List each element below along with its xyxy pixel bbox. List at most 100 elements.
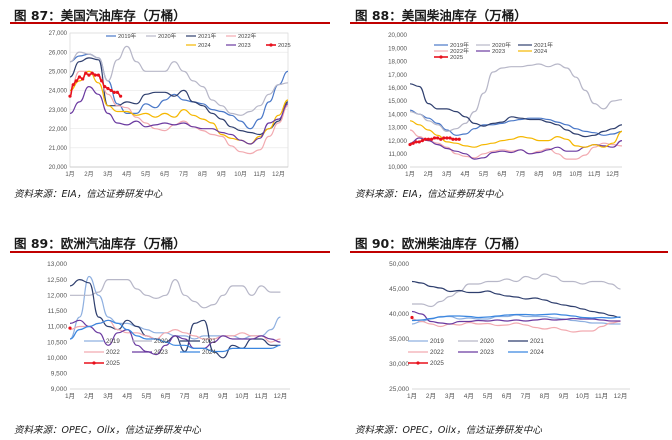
series-line-2019年 <box>409 109 623 136</box>
series-line-2022年 <box>409 129 623 160</box>
legend-marker <box>269 43 273 47</box>
x-tick-label: 9月 <box>553 171 563 178</box>
legend-label: 2025 <box>106 360 120 367</box>
series-line-2024 <box>411 313 621 322</box>
legend-label: 2021年 <box>534 41 553 49</box>
title-rule <box>350 251 668 253</box>
data-point-2025 <box>109 88 113 93</box>
legend-marker <box>439 55 443 59</box>
y-tick-label: 23,000 <box>49 108 68 114</box>
data-point-2025 <box>410 315 414 320</box>
x-tick-label: 2月 <box>426 392 436 400</box>
series-line-2020年 <box>69 45 289 116</box>
x-tick-label: 11月 <box>253 171 265 178</box>
x-tick-label: 10月 <box>576 392 590 400</box>
x-tick-label: 11月 <box>588 171 601 178</box>
data-point-2025 <box>442 136 446 140</box>
source-note: 资料来源：EIA，信达证券研发中心 <box>355 189 504 200</box>
x-tick-label: 3月 <box>442 171 452 178</box>
series-line-2022 <box>411 318 621 333</box>
data-point-2025 <box>417 140 421 144</box>
series-line-2020年 <box>409 63 623 133</box>
legend-label: 2023 <box>154 349 168 356</box>
x-tick-label: 10月 <box>235 392 249 400</box>
y-tick-label: 12,000 <box>388 138 407 145</box>
x-tick-label: 1月 <box>65 392 75 400</box>
y-tick-label: 9,000 <box>51 386 68 393</box>
y-tick-label: 11,500 <box>48 308 68 315</box>
data-point-2025 <box>106 86 110 91</box>
y-tick-label: 21,000 <box>49 146 68 152</box>
x-tick-label: 5月 <box>141 392 151 400</box>
x-tick-label: 1月 <box>407 392 417 400</box>
legend-label: 2024 <box>198 43 211 49</box>
y-tick-label: 25,000 <box>389 386 409 393</box>
y-tick-label: 11,000 <box>48 324 68 331</box>
x-tick-label: 8月 <box>199 392 209 400</box>
legend-label: 2020 <box>154 338 168 345</box>
line-chart: 25,000 30,000 35,000 40,000 45,000 50,000 1月 2月… <box>389 261 630 400</box>
y-tick-label: 20,000 <box>388 32 407 39</box>
y-tick-label: 17,000 <box>388 72 407 79</box>
title-rule <box>350 22 668 24</box>
data-point-2025 <box>423 137 427 141</box>
data-point-2025 <box>119 94 123 98</box>
source-note: 资料来源：OPEC，Oilx，信达证券研发中心 <box>355 425 542 436</box>
data-point-2025 <box>448 136 452 140</box>
y-tick-label: 12,500 <box>47 277 67 284</box>
legend-label: 2022 <box>106 349 120 356</box>
x-tick-label: 4月 <box>122 392 132 400</box>
x-tick-label: 6月 <box>160 171 169 178</box>
x-tick-label: 8月 <box>534 171 544 178</box>
x-tick-label: 8月 <box>540 392 550 400</box>
x-tick-label: 6月 <box>502 392 512 400</box>
series-line-2024 <box>69 319 281 353</box>
x-tick-label: 12月 <box>606 171 619 178</box>
data-point-2025 <box>420 139 424 143</box>
x-tick-label: 1月 <box>405 171 415 178</box>
x-tick-label: 5月 <box>483 392 493 400</box>
series-line-2022年 <box>69 70 289 155</box>
y-tick-label: 9,500 <box>51 371 68 378</box>
x-tick-label: 3月 <box>103 171 112 178</box>
chart-title: 图 90：欧洲柴油库存（万桶） <box>355 236 527 251</box>
x-tick-label: 11月 <box>255 392 268 400</box>
data-point-2025 <box>96 73 101 77</box>
legend-label: 2020年 <box>492 41 511 49</box>
y-tick-label: 50,000 <box>389 261 409 268</box>
legend-label: 2022 <box>430 349 444 356</box>
x-tick-label: 10月 <box>569 171 582 178</box>
x-tick-label: 10月 <box>234 171 247 178</box>
x-tick-label: 2月 <box>84 171 93 178</box>
series-line-2020 <box>69 278 281 309</box>
data-point-2025 <box>87 73 91 77</box>
x-tick-label: 8月 <box>198 171 207 178</box>
data-point-2025 <box>68 326 72 330</box>
legend-label: 2025 <box>450 55 464 61</box>
x-tick-label: 2月 <box>424 171 434 178</box>
x-tick-label: 4月 <box>460 171 470 178</box>
line-chart: 9,000 9,500 10,000 10,500 11,000 11,500 12,000… <box>47 261 290 400</box>
y-tick-label: 11,000 <box>389 151 408 158</box>
x-tick-label: 7月 <box>179 171 188 178</box>
data-point-2025 <box>71 83 75 87</box>
chart-title: 图 89：欧洲汽油库存（万桶） <box>14 236 186 251</box>
chart-title: 图 88：美国柴油库存（万桶） <box>355 8 527 23</box>
x-tick-label: 3月 <box>103 392 113 400</box>
legend-label: 2022年 <box>238 32 257 40</box>
legend-label: 2020 <box>480 338 494 345</box>
data-point-2025 <box>115 90 119 94</box>
y-tick-label: 40,000 <box>389 311 409 318</box>
data-point-2025 <box>90 71 94 75</box>
y-tick-label: 30,000 <box>389 361 409 368</box>
y-tick-label: 24,000 <box>49 89 68 95</box>
x-tick-label: 11月 <box>595 392 608 400</box>
data-point-2025 <box>68 94 72 98</box>
legend-label: 2023 <box>492 49 506 55</box>
y-tick-label: 18,000 <box>388 59 407 66</box>
legend-label: 2019年 <box>450 41 469 49</box>
data-point-2025 <box>454 137 458 141</box>
legend-label: 2024 <box>202 349 216 356</box>
legend-label: 2021 <box>530 338 544 345</box>
line-chart: 20,000 21,000 22,000 23,000 24,000 25,000 26,0… <box>49 31 291 178</box>
